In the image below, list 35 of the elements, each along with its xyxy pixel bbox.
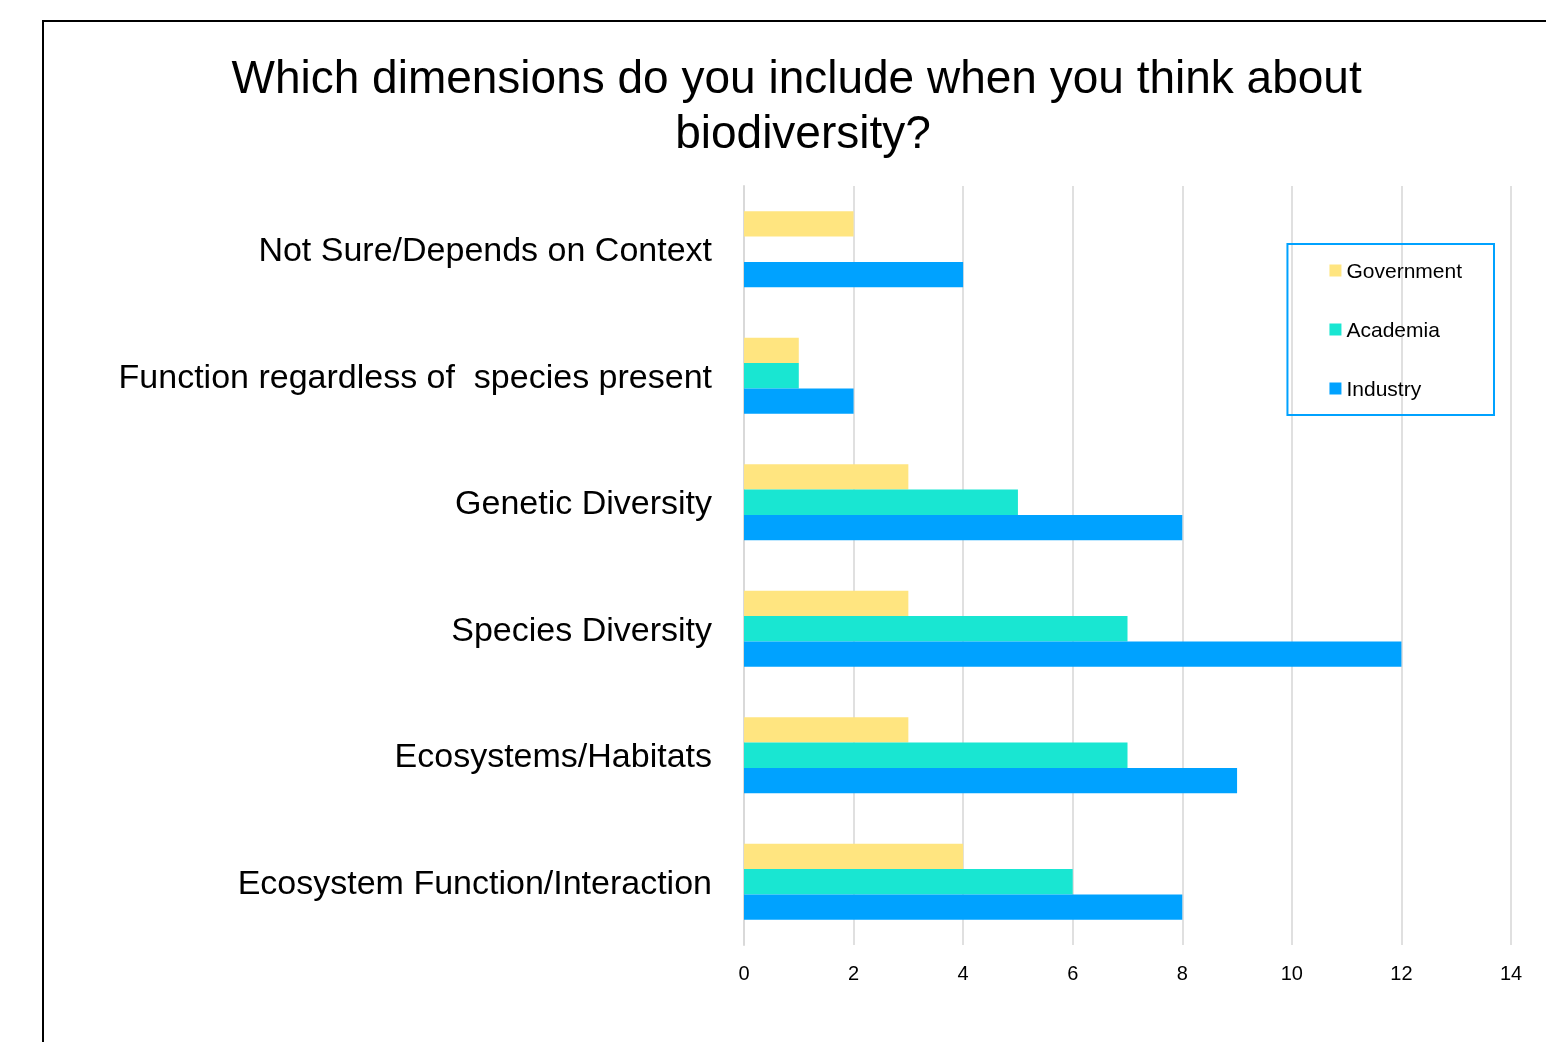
x-tick-label: 2 xyxy=(848,962,860,984)
bar xyxy=(744,894,1183,920)
x-tick-label: 10 xyxy=(1280,962,1303,984)
bar xyxy=(744,514,1183,541)
bar xyxy=(744,641,1402,667)
x-tick-label: 0 xyxy=(738,962,750,984)
x-tick-label: 8 xyxy=(1176,962,1188,984)
legend-label: Industry xyxy=(1346,377,1422,400)
chart-title: Which dimensions do you include when you think about biodiversity? xyxy=(231,50,1375,158)
bar xyxy=(744,742,1128,768)
bar xyxy=(744,261,964,288)
x-tick-label: 12 xyxy=(1390,962,1413,984)
y-tick-label: Ecosystem Function/Interaction xyxy=(237,862,712,901)
bar xyxy=(744,363,799,389)
bar xyxy=(744,869,1073,895)
bar xyxy=(744,843,964,870)
bar xyxy=(744,211,854,237)
y-tick-label: Genetic Diversity xyxy=(455,483,712,522)
legend-label: Government xyxy=(1346,259,1463,282)
bar xyxy=(744,767,1238,794)
y-tick-label: Function regardless of species present xyxy=(118,356,713,395)
bar xyxy=(744,717,909,743)
bar xyxy=(744,590,909,617)
x-tick-label: 6 xyxy=(1067,962,1079,984)
y-tick-label: Not Sure/Depends on Context xyxy=(258,230,713,269)
legend-label: Academia xyxy=(1346,318,1441,341)
x-tick-label: 4 xyxy=(957,962,969,984)
bar xyxy=(744,388,854,414)
y-tick-label: Ecosystems/Habitats xyxy=(394,736,712,775)
bar xyxy=(744,337,799,364)
bar xyxy=(744,489,1018,515)
x-tick-label: 14 xyxy=(1499,962,1523,984)
y-tick-label: Species Diversity xyxy=(451,609,712,648)
bar xyxy=(744,616,1128,642)
bar xyxy=(744,464,909,490)
